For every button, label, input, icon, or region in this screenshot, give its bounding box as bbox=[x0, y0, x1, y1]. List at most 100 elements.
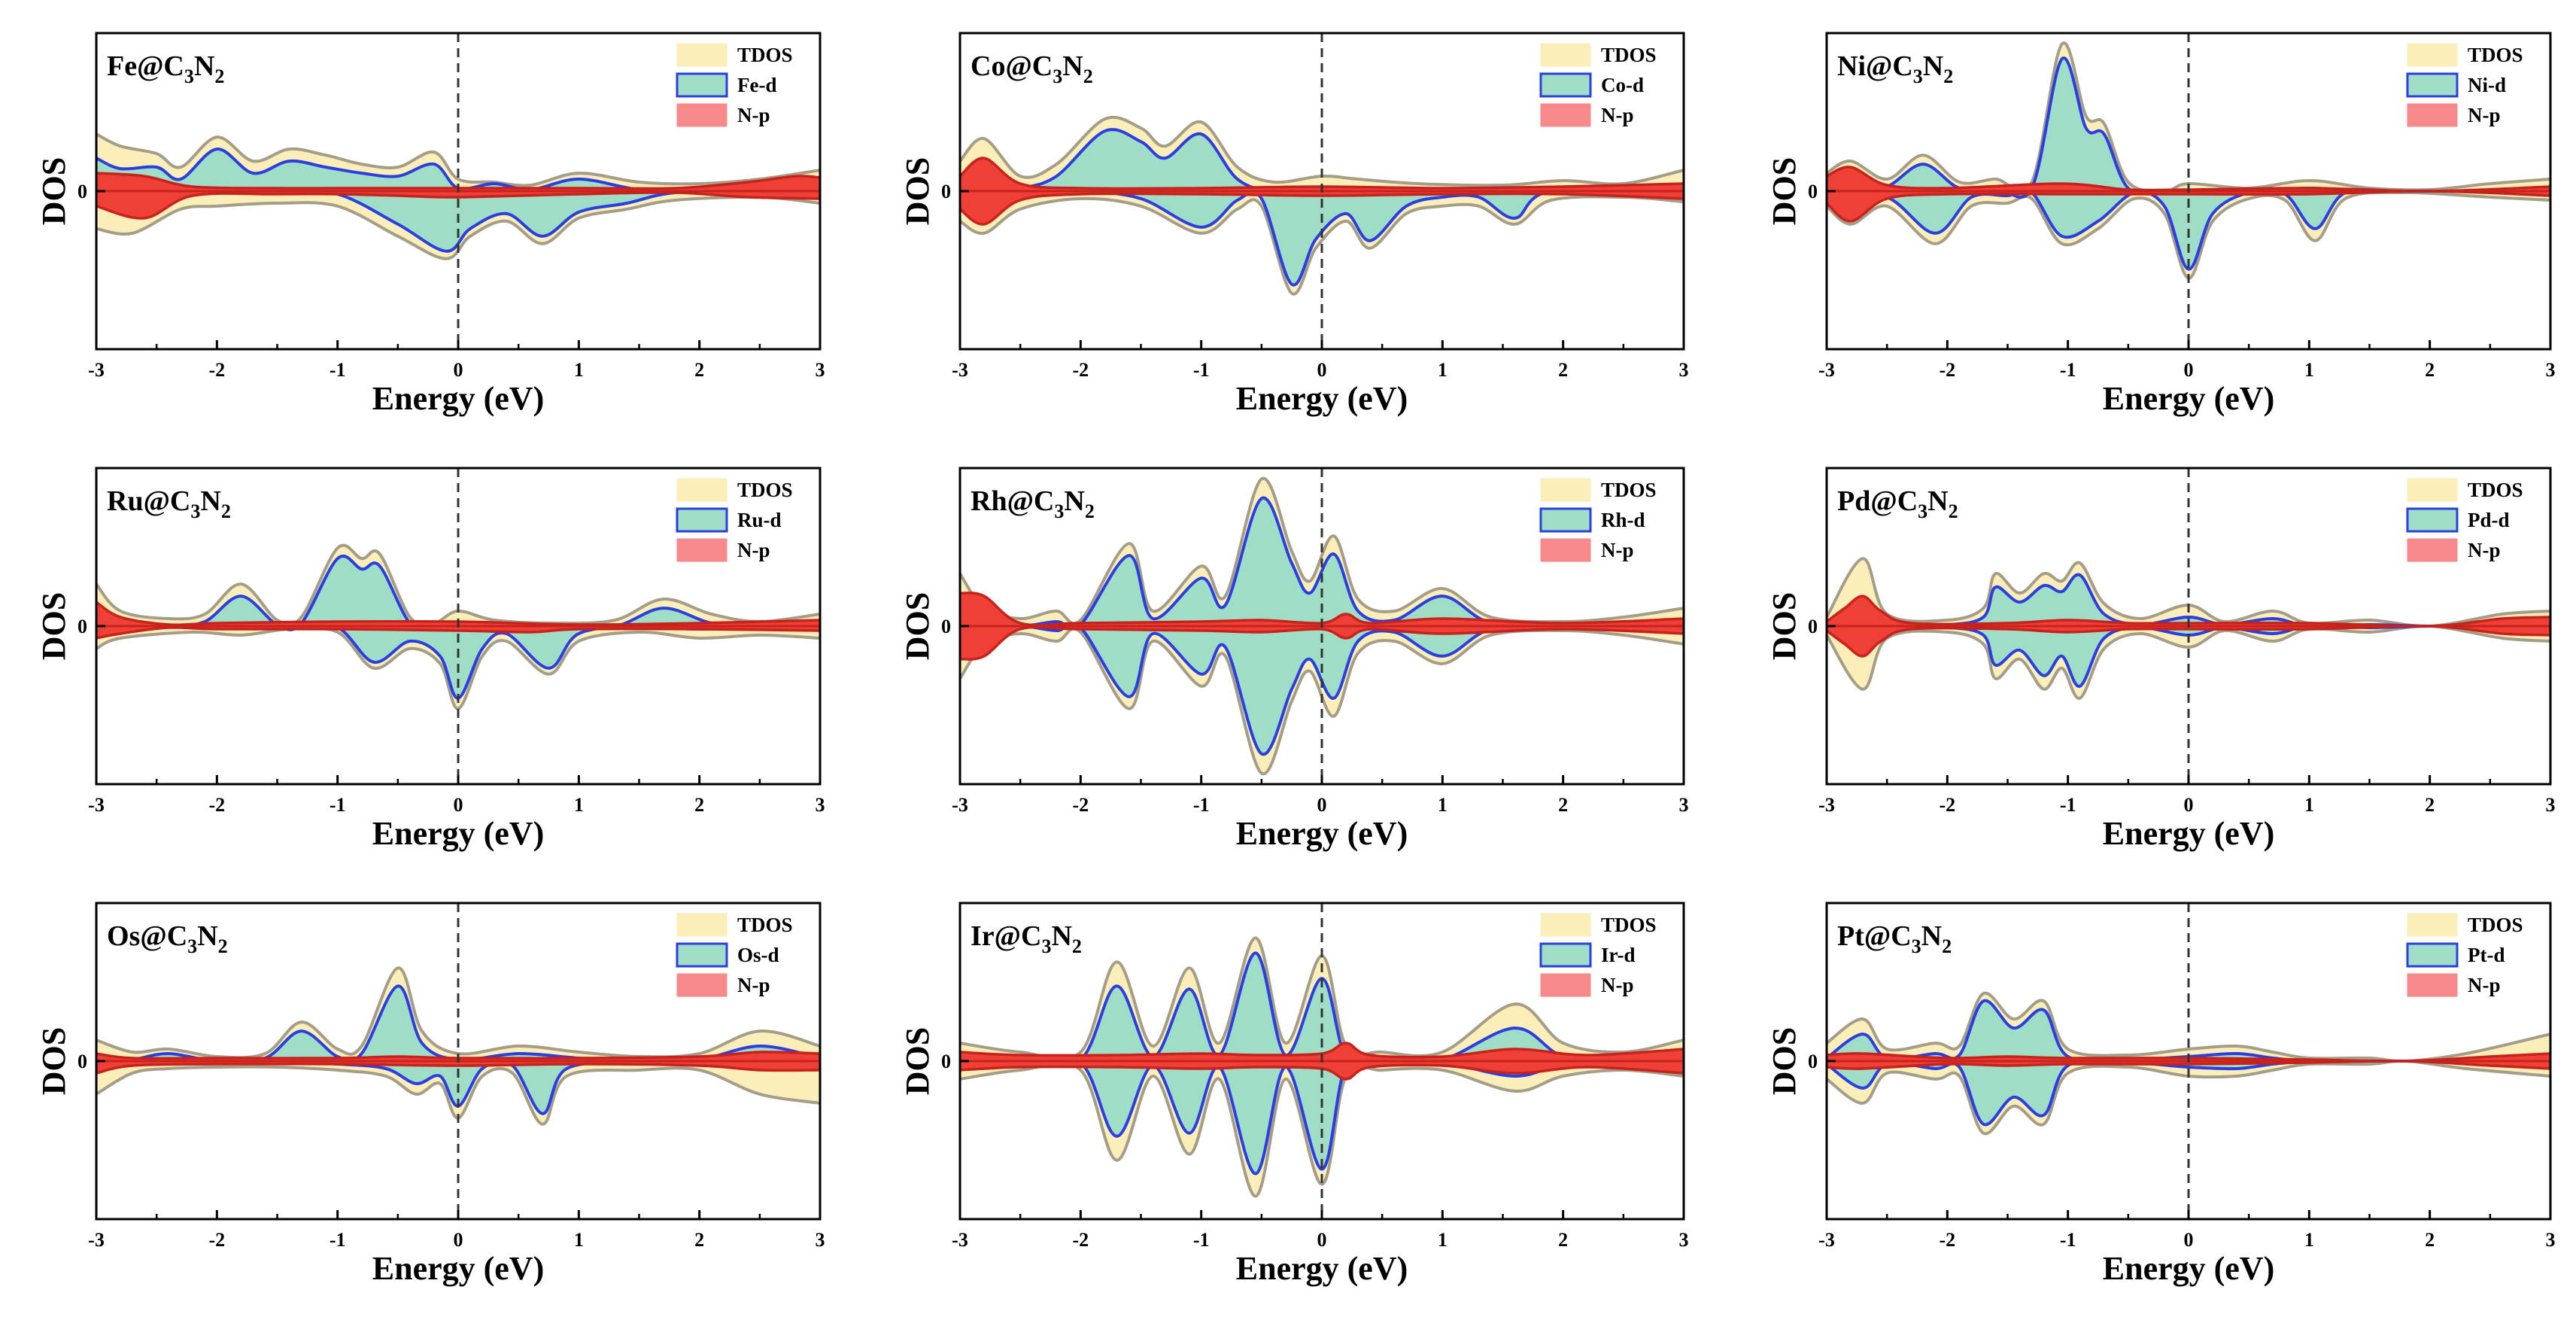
tdos-down-line bbox=[1827, 190, 2550, 280]
x-tick-label: 1 bbox=[2304, 794, 2314, 816]
x-tick-label: -2 bbox=[1072, 794, 1089, 816]
legend-label: TDOS bbox=[2468, 44, 2523, 66]
x-tick-label: 3 bbox=[816, 1229, 825, 1251]
panel-title: Pt@C3N2 bbox=[1837, 920, 1952, 957]
tdos-up-line bbox=[96, 132, 820, 187]
legend-label: N-p bbox=[2468, 104, 2501, 126]
x-tick-label: 0 bbox=[454, 359, 463, 381]
x-axis-label: Energy (eV) bbox=[372, 380, 545, 417]
legend-swatch-np bbox=[2407, 538, 2458, 562]
legend: TDOS Co-d N-p bbox=[1539, 43, 1657, 127]
legend-label: TDOS bbox=[2468, 914, 2523, 936]
legend-label: TDOS bbox=[2468, 479, 2523, 501]
legend-label: Ru-d bbox=[737, 509, 782, 531]
panel-title: Pd@C3N2 bbox=[1837, 485, 1958, 522]
legend-label: TDOS bbox=[737, 44, 793, 66]
legend-swatch-d bbox=[1539, 507, 1592, 533]
x-tick-label: 1 bbox=[1438, 794, 1447, 816]
legend-label: N-p bbox=[737, 104, 770, 126]
d-orbital-up-line bbox=[960, 951, 1684, 1067]
tdos-down-line bbox=[1827, 1059, 2550, 1136]
legend-swatch-tdos bbox=[676, 913, 728, 937]
x-tick-label: -1 bbox=[330, 359, 346, 381]
n-p-down-line bbox=[1827, 1060, 2550, 1070]
legend-label: TDOS bbox=[1601, 44, 1657, 66]
n-p-down-line bbox=[96, 191, 820, 220]
n-p-up-line bbox=[960, 1042, 1684, 1059]
legend-label: TDOS bbox=[1601, 914, 1657, 936]
legend-label: Ir-d bbox=[1601, 944, 1636, 966]
y-axis-label: DOS bbox=[899, 157, 936, 225]
legend-label: Co-d bbox=[1601, 74, 1644, 96]
legend-swatch-tdos bbox=[2407, 43, 2458, 67]
x-axis-label: Energy (eV) bbox=[1236, 815, 1408, 852]
x-tick-label: -1 bbox=[330, 1229, 346, 1251]
x-tick-label: 3 bbox=[1679, 1229, 1689, 1251]
x-tick-label: 2 bbox=[694, 1229, 704, 1251]
x-tick-label: -2 bbox=[1939, 1229, 1955, 1251]
legend-swatch-d bbox=[2406, 507, 2459, 533]
x-tick-label: -1 bbox=[2060, 359, 2076, 381]
x-tick-label: 3 bbox=[1679, 359, 1689, 381]
n-p-up-line bbox=[96, 1051, 820, 1060]
panel-title: Co@C3N2 bbox=[971, 50, 1093, 87]
x-tick-label: -3 bbox=[952, 359, 968, 381]
legend-label: TDOS bbox=[737, 914, 793, 936]
x-tick-label: -1 bbox=[2060, 1229, 2076, 1251]
n-p-down-line bbox=[960, 1063, 1684, 1081]
tdos-down-line bbox=[1827, 624, 2550, 700]
n-p-up-line bbox=[960, 157, 1684, 190]
x-axis-label: Energy (eV) bbox=[372, 815, 545, 852]
legend-swatch-tdos bbox=[1540, 478, 1591, 502]
legend-swatch-np bbox=[676, 973, 728, 997]
n-p-up-line bbox=[96, 172, 820, 190]
legend-label: TDOS bbox=[737, 479, 793, 501]
y-tick-label: 0 bbox=[941, 181, 951, 202]
tdos-up-line bbox=[96, 543, 820, 627]
d-orbital-fill bbox=[1827, 574, 2550, 687]
tdos-down-line bbox=[96, 195, 820, 260]
legend: TDOS Ir-d N-p bbox=[1539, 913, 1657, 997]
legend: TDOS Os-d N-p bbox=[676, 913, 793, 997]
d-orbital-up-line bbox=[96, 555, 820, 631]
n-p-fill bbox=[96, 173, 820, 219]
tdos-up-line bbox=[1827, 991, 2550, 1063]
x-tick-label: -3 bbox=[88, 794, 105, 816]
panel-title: Fe@C3N2 bbox=[107, 50, 224, 87]
x-tick-label: -2 bbox=[1939, 794, 1955, 816]
n-p-down-line bbox=[96, 626, 820, 640]
legend: TDOS Pd-d N-p bbox=[2406, 478, 2523, 562]
x-axis-label: Energy (eV) bbox=[2103, 380, 2275, 417]
x-tick-label: 3 bbox=[816, 359, 825, 381]
x-tick-label: -3 bbox=[952, 1229, 968, 1251]
x-tick-label: 3 bbox=[1679, 794, 1689, 816]
x-tick-label: 0 bbox=[2184, 1229, 2194, 1251]
legend-swatch-tdos bbox=[2407, 478, 2458, 502]
y-axis-label: DOS bbox=[35, 1027, 72, 1095]
x-tick-label: 0 bbox=[2184, 359, 2194, 381]
panel-title: Ru@C3N2 bbox=[107, 485, 231, 522]
x-axis-label: Energy (eV) bbox=[2103, 1250, 2275, 1287]
n-p-down-line bbox=[960, 625, 1684, 661]
d-orbital-down-line bbox=[960, 1055, 1684, 1175]
x-axis-label: Energy (eV) bbox=[2103, 815, 2275, 852]
legend-label: N-p bbox=[1601, 539, 1634, 561]
x-tick-label: 2 bbox=[1558, 794, 1568, 816]
d-orbital-fill bbox=[1827, 58, 2550, 269]
tdos-up-line bbox=[1827, 41, 2550, 193]
legend: TDOS Ni-d N-p bbox=[2406, 43, 2523, 127]
legend-swatch-tdos bbox=[1540, 913, 1591, 937]
x-tick-label: 2 bbox=[694, 359, 704, 381]
legend-label: N-p bbox=[737, 974, 770, 996]
y-tick-label: 0 bbox=[77, 181, 87, 202]
x-tick-label: 1 bbox=[574, 1229, 584, 1251]
x-tick-label: -1 bbox=[1193, 1229, 1210, 1251]
legend-swatch-np bbox=[2407, 103, 2458, 127]
x-tick-label: 2 bbox=[1558, 1229, 1568, 1251]
legend-swatch-np bbox=[676, 103, 728, 127]
panel-title: Os@C3N2 bbox=[107, 920, 228, 957]
